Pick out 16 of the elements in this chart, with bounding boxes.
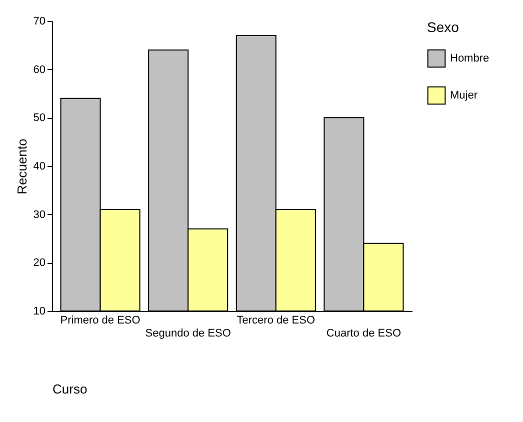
x-tick-label: Segundo de ESO xyxy=(145,328,232,340)
y-tick-label: 40 xyxy=(33,160,46,172)
y-tick-label: 10 xyxy=(33,306,46,318)
y-tick-label: 50 xyxy=(33,112,46,124)
y-axis-title: Recuento xyxy=(14,138,30,194)
legend-label: Mujer xyxy=(450,90,478,102)
x-tick-label: Tercero de ESO xyxy=(236,314,316,326)
x-axis-title: Curso xyxy=(52,382,88,396)
y-tick-label: 30 xyxy=(33,208,46,221)
y-tick-label: 20 xyxy=(33,257,46,270)
x-tick-label: Primero de ESO xyxy=(60,314,141,326)
x-tick-label: Cuarto de ESO xyxy=(326,328,402,340)
y-tick-label: 60 xyxy=(33,64,46,76)
legend-label: Hombre xyxy=(450,52,490,64)
legend-title: Sexo xyxy=(427,19,460,35)
y-tick-label: 70 xyxy=(33,16,46,28)
